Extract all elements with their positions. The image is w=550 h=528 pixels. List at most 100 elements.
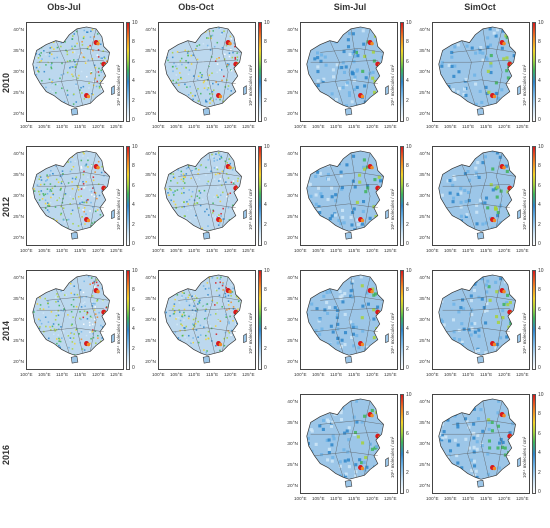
province-boundary (461, 40, 476, 106)
hainan-island (476, 355, 485, 364)
map-plot (300, 394, 398, 494)
country-border (306, 150, 384, 232)
province-boundary (90, 28, 97, 104)
colorbar-tick-label: 2 (264, 221, 267, 228)
province-boundary (310, 432, 378, 435)
longitude-tick-label: 105°E (312, 496, 325, 501)
map-panel-2016-simoct: 40°N 35°N 30°N 25°N 20°N 100°E 105°E 110°E 115°E… (414, 386, 546, 510)
colorbar-unit-label: 10¹⁴ molecules / cm² (522, 312, 527, 354)
latitude-tick-label: 30°N (287, 442, 298, 447)
province-boundary (461, 412, 476, 478)
map-plot (432, 270, 530, 370)
latitude-tick-label: 30°N (419, 70, 430, 75)
map-plot (300, 146, 398, 246)
colorbar-tick-label: 0 (538, 241, 541, 247)
colorbar-unit-label: 10¹⁴ molecules / cm² (390, 188, 395, 230)
colorbar-tick-label: 6 (538, 430, 541, 437)
longitude-tick-label: 110°E (330, 124, 343, 129)
map-panel-2014-obs-jul: 40°N 35°N 30°N 25°N 20°N 100°E 105°E 110°E 115°E… (8, 262, 140, 386)
province-boundary (206, 276, 215, 354)
hainan-island (344, 479, 353, 488)
hainan-island (476, 479, 485, 488)
longitude-tick-label: 115°E (74, 248, 87, 253)
latitude-tick-label: 40°N (287, 152, 298, 157)
province-boundary (348, 152, 357, 230)
colorbar-tick-label: 2 (132, 221, 135, 228)
longitude-tick-label: 125°E (516, 248, 529, 253)
longitude-tick-label: 125°E (384, 496, 397, 501)
country-border (32, 150, 110, 232)
longitude-tick-label: 125°E (110, 248, 123, 253)
latitude-tick-label: 20°N (145, 236, 156, 241)
province-boundary (442, 184, 510, 187)
colorbar-tick-label: 10 (406, 143, 412, 150)
colorbar-tick-label: 4 (264, 78, 267, 84)
longitude-tick-label: 105°E (38, 372, 51, 377)
map-svg (32, 26, 115, 116)
province-boundary (348, 400, 357, 478)
latitude-tick-label: 25°N (419, 463, 430, 468)
hainan-island (476, 231, 485, 240)
colorbar (126, 146, 130, 246)
province-boundary (364, 152, 371, 228)
province-boundary (480, 28, 489, 106)
province-boundary (329, 288, 344, 354)
latitude-tick-label: 40°N (287, 400, 298, 405)
longitude-tick-label: 120°E (366, 248, 379, 253)
colorbar-unit-label: 10¹⁴ molecules / cm² (522, 436, 527, 478)
latitude-tick-label: 40°N (145, 152, 156, 157)
longitude-tick-label: 105°E (444, 248, 457, 253)
province-boundary (452, 296, 516, 301)
country-border (438, 150, 516, 232)
colorbar-tick-label: 10 (538, 391, 544, 398)
latitude-tick-label: 40°N (145, 28, 156, 33)
province-boundary (187, 40, 202, 106)
latitude-tick-label: 20°N (419, 236, 430, 241)
colorbar-tick-label: 8 (406, 287, 409, 293)
row-header-2016: 2016 (1, 444, 11, 466)
hainan-island (344, 355, 353, 364)
colorbar-tick-label: 10 (406, 19, 412, 26)
latitude-tick-label: 20°N (287, 112, 298, 117)
colorbar-tick-label: 0 (264, 365, 267, 371)
longitude-tick-label: 120°E (224, 372, 237, 377)
colorbar-tick-label: 0 (538, 489, 541, 495)
longitude-tick-label: 115°E (74, 124, 87, 129)
province-boundary (446, 203, 510, 208)
land-fill (438, 398, 516, 480)
taiwan-island (243, 209, 247, 219)
province-boundary (314, 203, 378, 208)
hainan-island (344, 231, 353, 240)
colorbar-tick-label: 4 (538, 326, 541, 332)
map-panel-2010-simoct: 40°N 35°N 30°N 25°N 20°N 100°E 105°E 110°E 115°E… (414, 14, 546, 138)
land-fill (438, 274, 516, 356)
province-boundary (320, 296, 384, 301)
colorbar-tick-label: 4 (406, 202, 409, 208)
colorbar (400, 394, 404, 494)
longitude-tick-label: 125°E (384, 124, 397, 129)
province-boundary (364, 400, 371, 476)
hainan-island (202, 107, 211, 116)
latitude-tick-label: 40°N (419, 152, 430, 157)
longitude-tick-label: 100°E (426, 248, 439, 253)
province-boundary (74, 152, 83, 230)
longitude-tick-label: 125°E (242, 372, 255, 377)
latitude-tick-label: 30°N (145, 318, 156, 323)
hainan-island (202, 231, 211, 240)
latitude-tick-label: 35°N (419, 421, 430, 426)
colorbar-tick-label: 0 (406, 117, 409, 123)
country-border (164, 274, 242, 356)
map-panel-2012-obs-oct: 40°N 35°N 30°N 25°N 20°N 100°E 105°E 110°E 115°E… (140, 138, 272, 262)
longitude-tick-label: 125°E (516, 496, 529, 501)
province-boundary (55, 40, 70, 106)
longitude-tick-label: 110°E (56, 248, 69, 253)
country-border (438, 398, 516, 480)
longitude-tick-label: 105°E (444, 372, 457, 377)
colorbar-tick-label: 10 (406, 267, 412, 274)
province-boundary (364, 276, 371, 352)
latitude-tick-label: 35°N (13, 49, 24, 54)
colorbar-tick-label: 2 (538, 221, 541, 228)
land-fill (32, 150, 110, 232)
colorbar (400, 146, 404, 246)
province-boundary (496, 152, 503, 228)
